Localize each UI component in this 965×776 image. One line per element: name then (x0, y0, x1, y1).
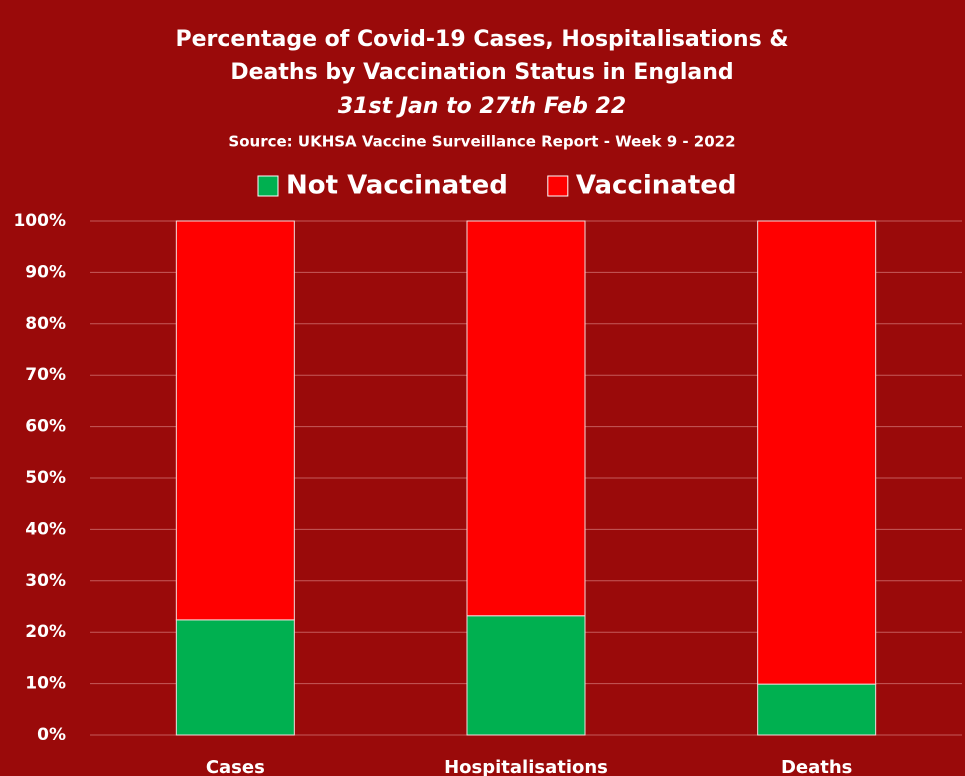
y-tick-label: 20% (25, 622, 66, 642)
x-tick-label: Hospitalisations (444, 757, 608, 776)
x-tick-label: Cases (206, 757, 265, 776)
y-tick-label: 100% (13, 211, 66, 231)
y-tick-label: 50% (25, 468, 66, 488)
y-tick-label: 80% (25, 314, 66, 334)
chart-title: Deaths by Vaccination Status in England (230, 60, 733, 85)
y-tick-label: 0% (37, 725, 66, 745)
y-tick-label: 40% (25, 519, 66, 539)
y-tick-label: 90% (25, 262, 66, 282)
y-tick-label: 10% (25, 674, 66, 694)
bar-segment (466, 220, 586, 617)
chart-subtitle: 31st Jan to 27th Feb 22 (338, 94, 626, 119)
chart-source: Source: UKHSA Vaccine Surveillance Repor… (228, 133, 735, 151)
legend-swatch (257, 175, 279, 197)
legend-swatch (547, 175, 569, 197)
bar-segment (466, 615, 586, 736)
y-tick-label: 70% (25, 365, 66, 385)
bar-segment (175, 619, 295, 736)
y-tick-label: 60% (25, 417, 66, 437)
x-tick-label: Deaths (781, 757, 852, 776)
bar-segment (175, 220, 295, 621)
legend-label: Vaccinated (576, 171, 737, 201)
y-tick-label: 30% (25, 571, 66, 591)
bar-segment (757, 683, 877, 736)
chart-title: Percentage of Covid-19 Cases, Hospitalis… (175, 27, 788, 52)
bar-segment (757, 220, 877, 685)
legend-label: Not Vaccinated (286, 171, 508, 201)
